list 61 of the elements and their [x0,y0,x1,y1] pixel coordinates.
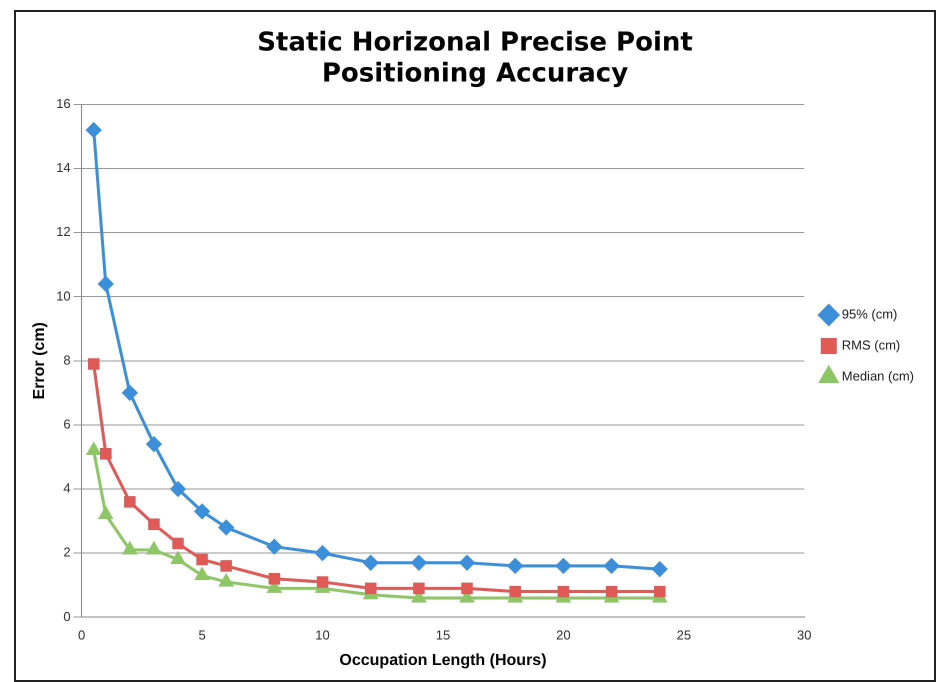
legend-label: Median (cm) [842,368,914,384]
point [460,555,475,570]
point [316,576,328,588]
point [652,562,668,577]
point [220,560,232,572]
point [268,572,280,584]
x-tick-label: 15 [436,628,450,643]
point [411,555,426,570]
point [315,546,330,561]
point [170,482,186,496]
point [171,552,185,564]
point [124,496,136,508]
point [88,358,100,370]
y-tick-label: 6 [63,416,71,432]
y-tick-label: 4 [63,480,71,496]
point [123,542,137,554]
point [363,555,378,570]
point [364,582,376,594]
point [509,586,521,598]
point [172,538,184,550]
x-tick-label: 20 [556,628,571,643]
point [604,558,620,574]
point [461,582,473,594]
x-tick-label: 0 [78,628,86,643]
point [146,436,162,452]
legend-label: RMS (cm) [842,338,900,353]
point [219,574,233,586]
point [100,448,112,460]
y-tick-label: 12 [56,224,71,240]
point [606,586,618,598]
point [148,518,160,530]
x-axis-title: Occupation Length (Hours) [339,652,547,669]
point [556,558,571,574]
y-axis-title: Error (cm) [31,322,48,400]
point [196,554,208,566]
y-tick-label: 14 [56,160,71,176]
x-tick-label: 30 [797,628,812,643]
point [218,520,234,535]
y-tick-label: 2 [63,544,71,560]
point [87,443,100,456]
y-tick-label: 10 [56,288,71,304]
legend-label: 95% (cm) [842,306,898,322]
point [413,582,425,594]
x-tick-label: 10 [315,628,330,643]
point [266,539,282,554]
x-tick-label: 5 [198,628,206,643]
point [558,586,570,598]
point [654,586,666,598]
y-tick-label: 0 [63,608,71,624]
point [98,276,114,292]
point [86,122,102,138]
y-tick-label: 16 [56,96,71,111]
point [147,542,161,554]
point [122,385,138,400]
point [508,558,523,574]
point [195,568,209,580]
chart-title: Static Horizonal Precise Point Positioning Accuracy [257,27,693,89]
point [99,507,112,520]
point [194,504,210,519]
y-tick-label: 8 [63,352,71,368]
x-tick-label: 25 [676,628,692,643]
